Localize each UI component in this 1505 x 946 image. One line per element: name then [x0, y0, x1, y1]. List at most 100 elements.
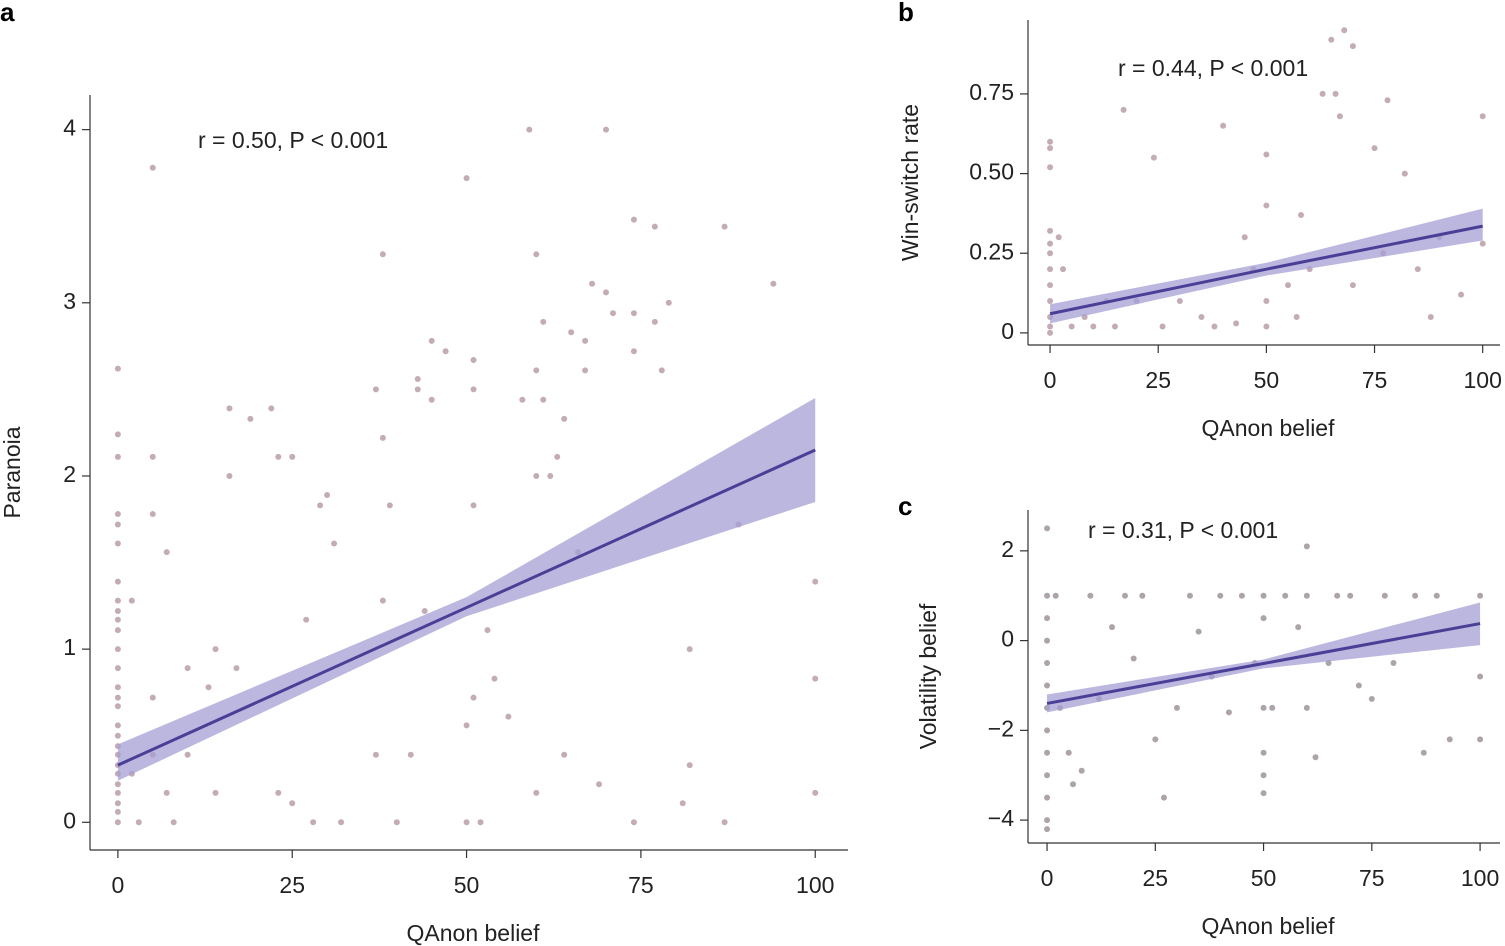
x-tick-label: 25 [279, 872, 305, 898]
data-point [268, 405, 275, 412]
data-point [184, 751, 191, 758]
data-point [519, 396, 526, 403]
data-point [275, 453, 282, 460]
data-point [1233, 320, 1240, 327]
data-point [630, 216, 637, 223]
x-tick-label: 75 [1362, 367, 1388, 393]
data-point [1070, 781, 1077, 788]
data-point [114, 540, 121, 547]
data-point [533, 367, 540, 374]
data-point [1260, 749, 1267, 756]
data-point [686, 646, 693, 653]
data-point [212, 789, 219, 796]
y-tick-label: 0 [1001, 626, 1014, 652]
data-point [1198, 313, 1205, 320]
data-point [491, 675, 498, 682]
data-point [1044, 749, 1051, 756]
data-point [1044, 826, 1051, 833]
data-point [1349, 282, 1356, 289]
data-point [1433, 592, 1440, 599]
data-point [114, 578, 121, 585]
data-point [226, 472, 233, 479]
x-tick-label: 50 [454, 872, 480, 898]
data-point [1477, 592, 1484, 599]
x-axis-label: QAnon belief [1202, 913, 1336, 939]
data-point [428, 337, 435, 344]
data-point [1130, 655, 1137, 662]
y-tick-label: 0 [1001, 318, 1014, 344]
data-point [603, 289, 610, 296]
data-point [1303, 704, 1310, 711]
data-point [289, 453, 296, 460]
data-point [1263, 202, 1270, 209]
data-point [114, 646, 121, 653]
y-tick-label: −4 [988, 805, 1014, 831]
data-point [651, 223, 658, 230]
y-tick-label: 2 [1001, 536, 1014, 562]
data-point [1260, 772, 1267, 779]
data-point [1269, 704, 1276, 711]
data-point [1186, 592, 1193, 599]
confidence-band [1050, 208, 1483, 324]
data-point [421, 608, 428, 615]
data-point [114, 627, 121, 634]
data-point [205, 684, 212, 691]
data-point [1120, 106, 1127, 113]
y-tick-label: 4 [63, 115, 76, 141]
data-point [477, 819, 484, 826]
data-point [651, 318, 658, 325]
data-point [414, 386, 421, 393]
data-point [1390, 660, 1397, 667]
data-point [1263, 323, 1270, 330]
data-point [414, 375, 421, 382]
data-point [1371, 145, 1378, 152]
data-point [609, 310, 616, 317]
data-point [1090, 323, 1097, 330]
data-point [1044, 525, 1051, 532]
x-tick-label: 0 [1044, 367, 1057, 393]
y-axis-label: Paranoia [0, 426, 25, 518]
data-point [386, 502, 393, 509]
data-point [1047, 227, 1054, 234]
data-point [1303, 592, 1310, 599]
data-point [379, 251, 386, 258]
data-point [1263, 298, 1270, 305]
x-tick-label: 0 [1041, 865, 1054, 891]
x-tick-label: 75 [628, 872, 654, 898]
data-point [561, 415, 568, 422]
panel-label: c [898, 491, 912, 521]
data-point [184, 665, 191, 672]
data-point [505, 713, 512, 720]
data-point [1332, 90, 1339, 97]
data-point [114, 616, 121, 623]
data-point [114, 722, 121, 729]
data-point [1044, 592, 1051, 599]
data-point [1047, 298, 1054, 305]
data-point [1355, 682, 1362, 689]
x-tick-label: 50 [1254, 367, 1280, 393]
data-point [1044, 817, 1051, 824]
data-point [135, 819, 142, 826]
data-point [1047, 164, 1054, 171]
data-point [275, 789, 282, 796]
data-point [1368, 695, 1375, 702]
data-point [1293, 313, 1300, 320]
x-axis-label: QAnon belief [407, 920, 541, 946]
data-point [630, 819, 637, 826]
data-point [1295, 624, 1302, 631]
data-point [1263, 151, 1270, 158]
x-axis-label: QAnon belief [1202, 415, 1336, 441]
data-point [1458, 291, 1465, 298]
data-point [379, 597, 386, 604]
data-point [1282, 592, 1289, 599]
data-point [1303, 543, 1310, 550]
data-point [149, 694, 156, 701]
data-point [1427, 313, 1434, 320]
data-point [442, 348, 449, 355]
data-point [114, 365, 121, 372]
y-axis-label: Win-switch rate [897, 104, 923, 261]
data-point [596, 781, 603, 788]
data-point [1328, 36, 1335, 43]
data-point [463, 819, 470, 826]
